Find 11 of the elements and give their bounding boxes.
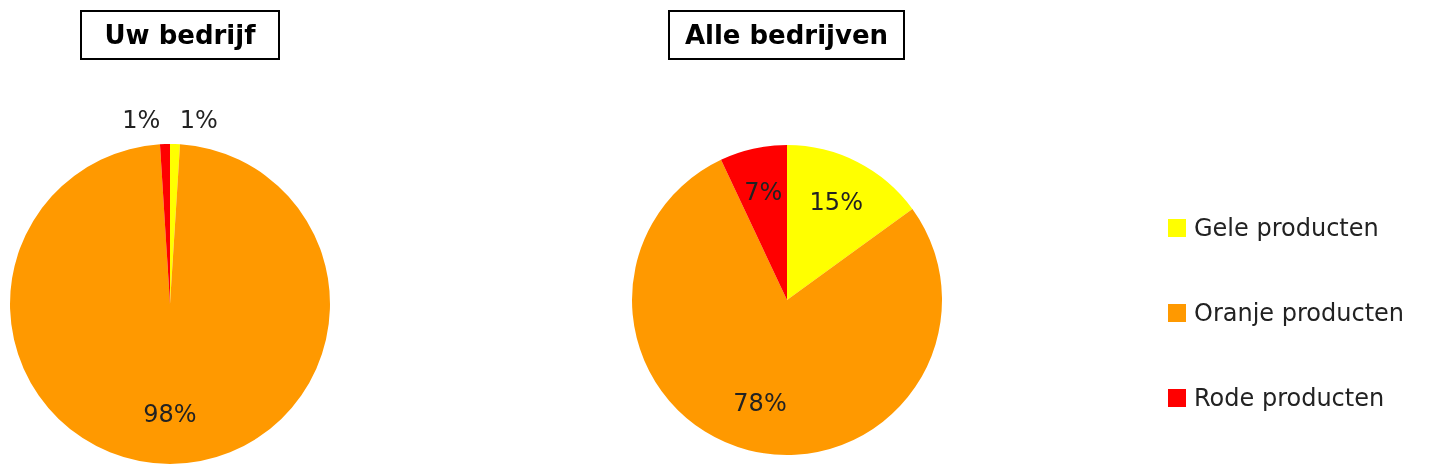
legend-label: Rode producten — [1194, 384, 1385, 412]
data-label: 7% — [744, 178, 783, 207]
data-label: 1% — [179, 106, 218, 135]
chart-title: Alle bedrijven — [668, 10, 905, 60]
data-label: 78% — [733, 389, 787, 418]
legend-label: Oranje producten — [1194, 299, 1405, 327]
data-label: 15% — [809, 187, 863, 216]
data-label: 1% — [122, 106, 161, 135]
chart-title: Uw bedrijf — [80, 10, 280, 60]
data-label: 98% — [143, 400, 197, 429]
legend-label: Gele producten — [1194, 214, 1379, 242]
